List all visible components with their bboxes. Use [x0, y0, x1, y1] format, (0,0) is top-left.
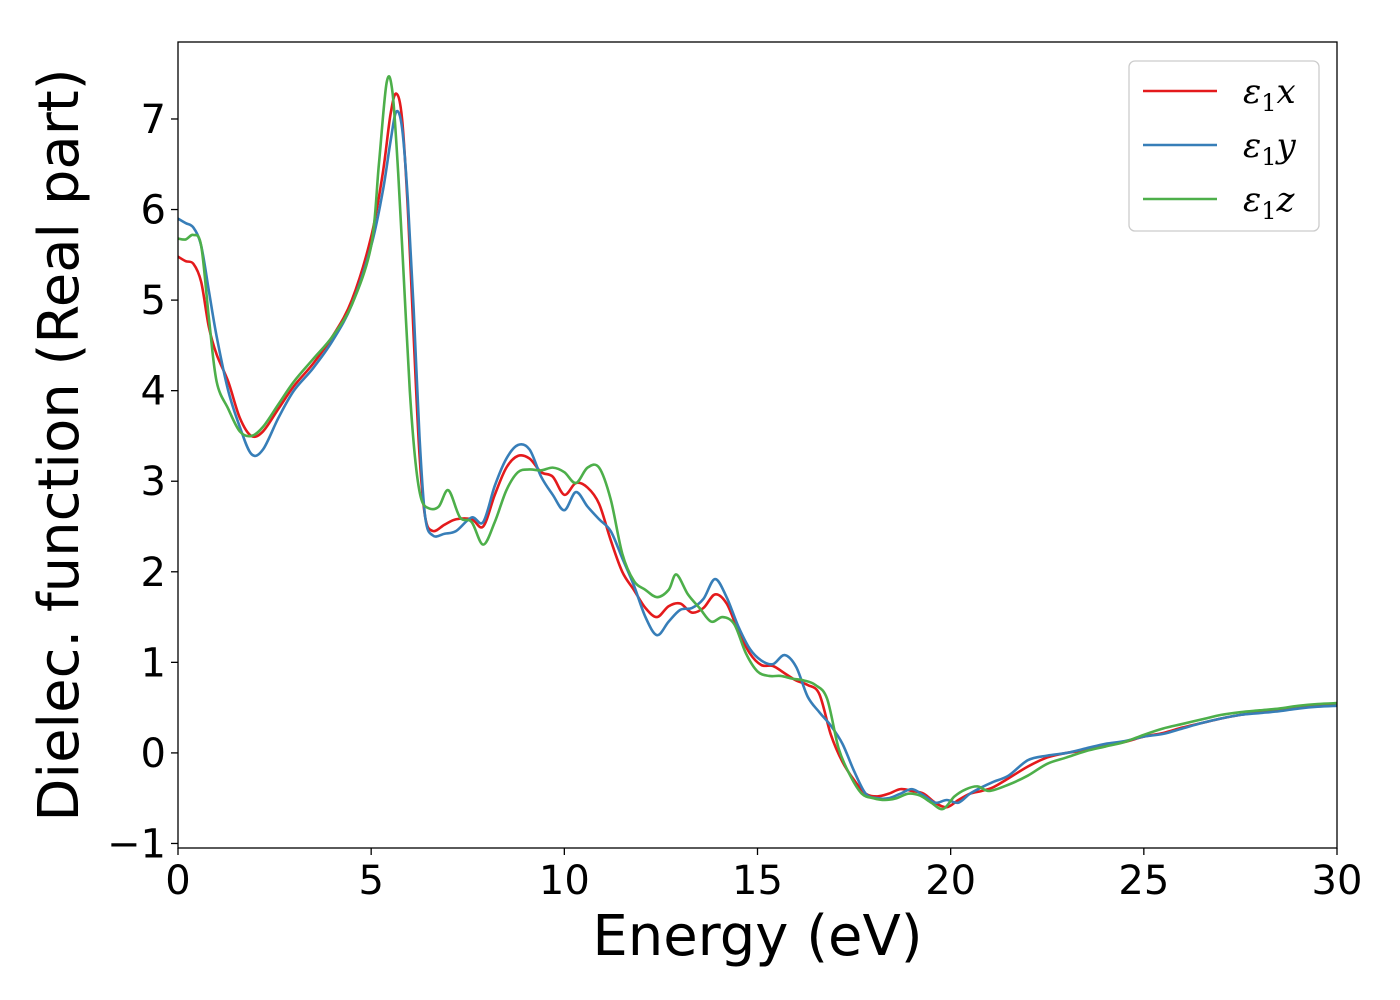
x-tick-label: 30: [1312, 858, 1363, 904]
legend-variable: x: [1277, 72, 1296, 112]
series-line-x: [178, 92, 1337, 809]
legend-variable: z: [1276, 180, 1296, 220]
x-tick-label: 15: [732, 858, 783, 904]
legend-subscript: 1: [1261, 89, 1276, 117]
legend-label-z: ε1z: [1243, 180, 1296, 225]
y-axis-title: Dielec. function (Real part): [27, 68, 92, 821]
y-tick-label: −1: [107, 821, 166, 867]
x-tick-label: 25: [1118, 858, 1169, 904]
legend-epsilon: ε: [1243, 72, 1261, 112]
legend-epsilon: ε: [1243, 126, 1261, 166]
y-tick-label: 3: [141, 459, 166, 505]
x-axis: 0 5 10 15 20 25 30: [165, 848, 1362, 904]
legend-variable: y: [1275, 126, 1297, 166]
y-tick-label: 5: [141, 278, 166, 324]
x-axis-title: Energy (eV): [592, 904, 922, 969]
x-tick-label: 20: [925, 858, 976, 904]
x-tick-label: 5: [358, 858, 383, 904]
legend-subscript: 1: [1261, 143, 1276, 171]
legend-label-y: ε1y: [1243, 126, 1297, 171]
series-layer: [178, 75, 1337, 811]
y-tick-label: 4: [141, 369, 166, 415]
x-tick-label: 0: [165, 858, 190, 904]
y-tick-label: 1: [141, 640, 166, 686]
y-tick-label: 2: [141, 550, 166, 596]
y-tick-label: 7: [141, 97, 166, 143]
legend-subscript: 1: [1261, 197, 1276, 225]
y-tick-label: 0: [141, 731, 166, 777]
legend-box: [1128, 60, 1320, 232]
y-axis: −1 0 1 2 3 4 5 6 7: [107, 97, 178, 867]
x-tick-label: 10: [539, 858, 590, 904]
legend-epsilon: ε: [1243, 180, 1261, 220]
y-tick-label: 6: [141, 188, 166, 234]
legend-label-x: ε1x: [1243, 72, 1296, 117]
series-line-z: [178, 75, 1337, 811]
